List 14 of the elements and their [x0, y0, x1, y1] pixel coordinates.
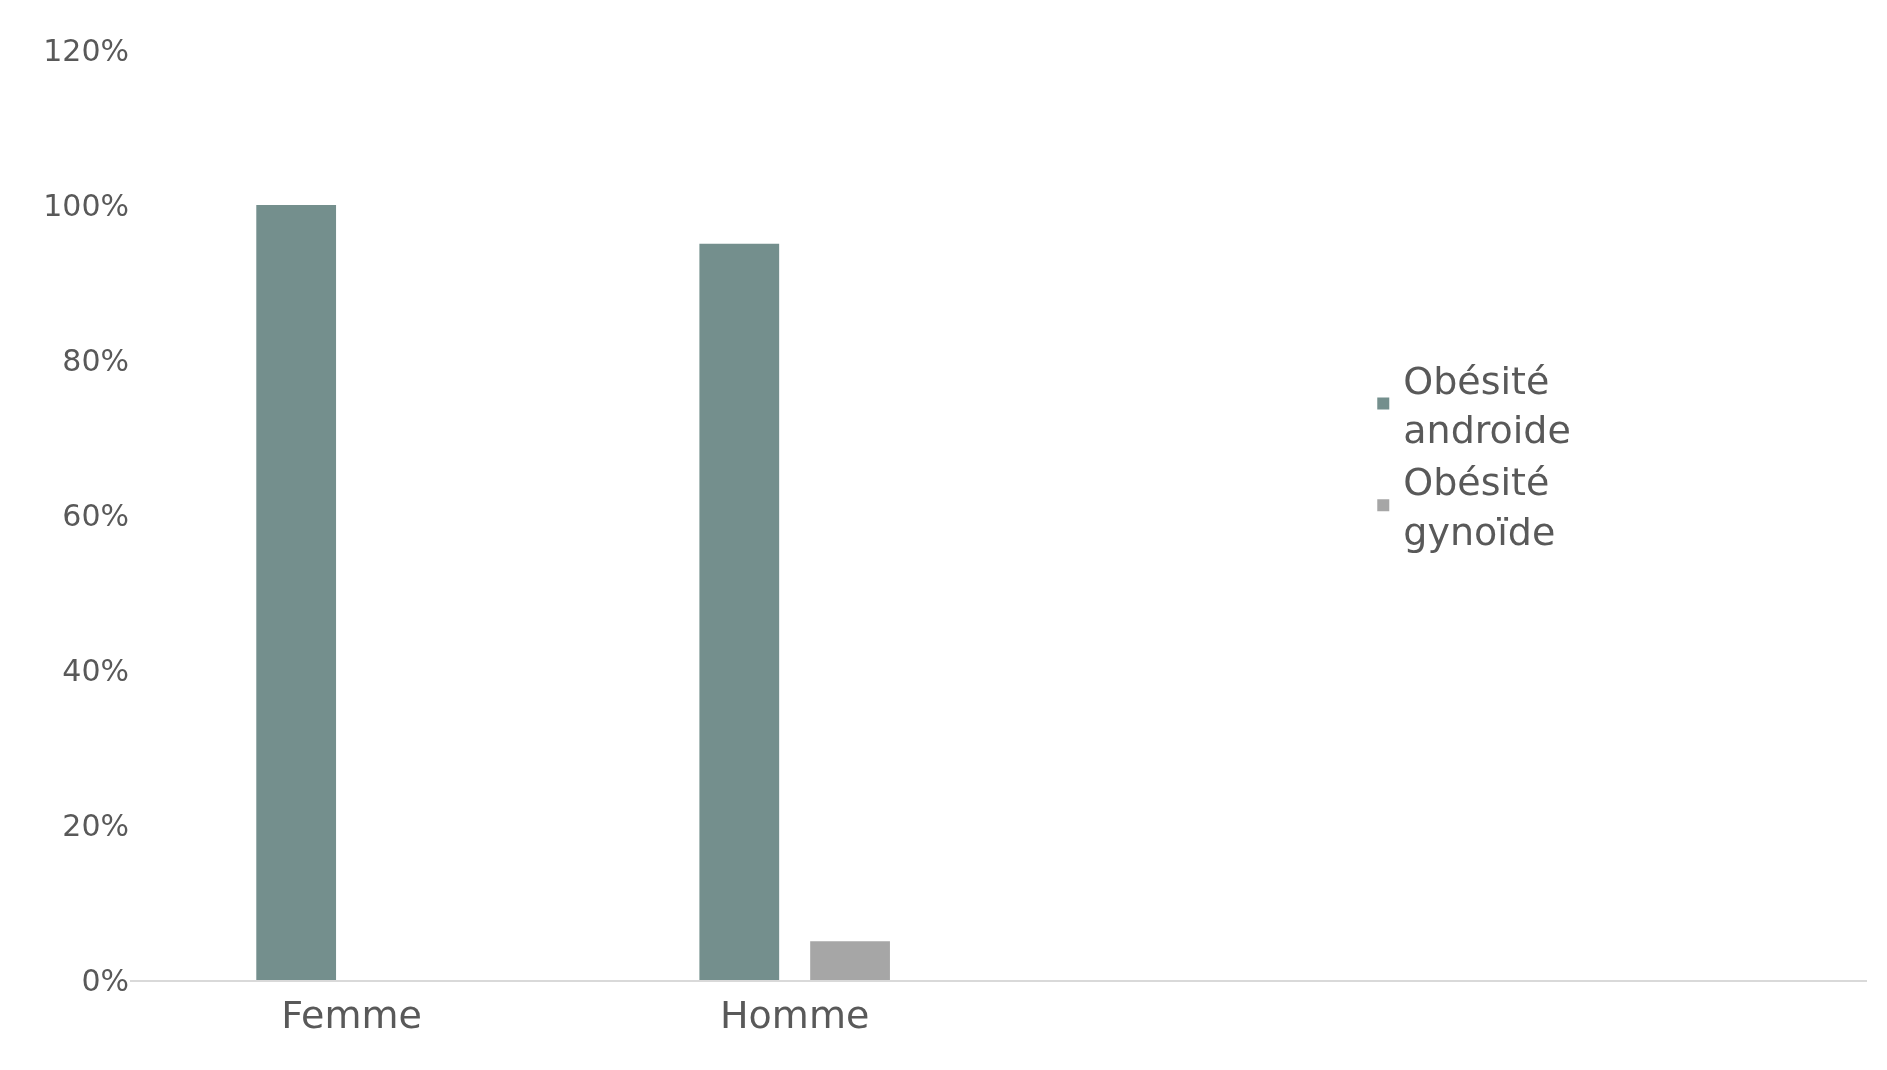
x-tick-label: Homme: [720, 992, 870, 1037]
bar: [256, 205, 337, 980]
y-tick-label: 60%: [62, 497, 129, 533]
bar: [810, 941, 890, 980]
legend-label: Obésité androide: [1403, 358, 1571, 453]
y-tick-label: 20%: [62, 807, 129, 843]
legend-label: Obésité gynoïde: [1403, 460, 1556, 554]
x-tick-label: Femme: [281, 992, 422, 1037]
bar: [699, 243, 780, 980]
y-tick-label: 80%: [62, 342, 129, 378]
y-tick-label: 0%: [81, 962, 129, 998]
y-tick-label: 120%: [43, 32, 129, 68]
y-tick-label: 100%: [43, 187, 129, 223]
y-tick-label: 40%: [62, 652, 129, 688]
